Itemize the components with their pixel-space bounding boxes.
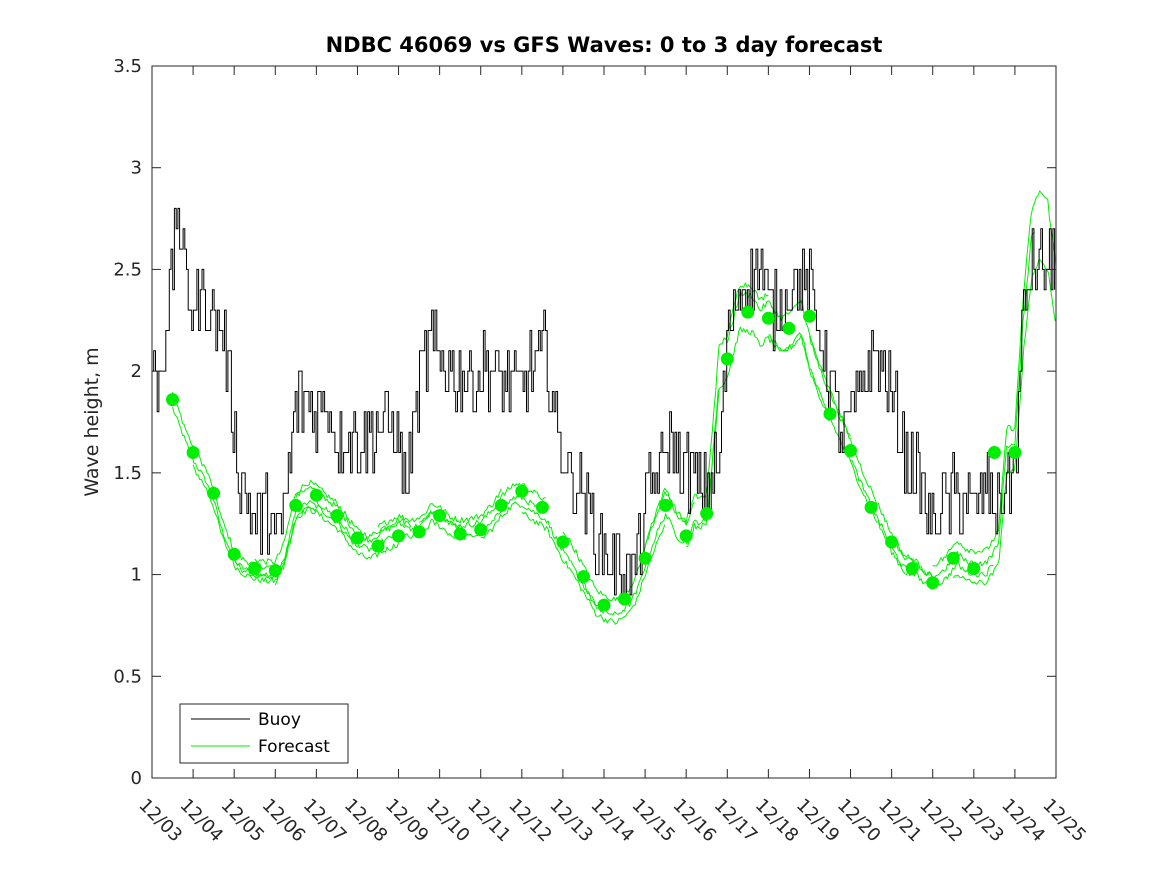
y-axis-label: Wave height, m <box>81 347 103 496</box>
forecast-marker-4 <box>248 562 262 575</box>
forecast-marker-38 <box>946 551 960 565</box>
forecast-marker-3 <box>227 547 241 561</box>
forecast-marker-28 <box>741 305 755 319</box>
forecast-marker-23 <box>638 551 652 565</box>
forecast-run-line-3 <box>233 500 358 580</box>
y-tick-label-0: 0 <box>131 768 142 789</box>
y-tick-label-4: 2 <box>131 361 142 382</box>
forecast-marker-32 <box>823 407 837 421</box>
forecast-run-line-14 <box>644 282 769 546</box>
forecast-marker-34 <box>864 500 878 514</box>
forecast-marker-25 <box>679 529 693 543</box>
forecast-marker-20 <box>577 570 590 584</box>
y-tick-label-1: 0.5 <box>113 666 142 687</box>
forecast-marker-13 <box>433 509 447 523</box>
y-tick-label-5: 2.5 <box>113 259 142 280</box>
forecast-marker-8 <box>330 509 344 523</box>
forecast-marker-0 <box>166 393 179 407</box>
forecast-marker-21 <box>597 598 611 612</box>
forecast-marker-39 <box>967 562 981 575</box>
forecast-marker-12 <box>412 525 426 539</box>
forecast-marker-26 <box>700 507 714 520</box>
forecast-marker-40 <box>987 446 1001 459</box>
y-tick-label-6: 3 <box>131 158 142 179</box>
legend-box <box>179 703 349 764</box>
forecast-marker-41 <box>1008 446 1022 459</box>
forecast-run-line-11 <box>521 511 666 625</box>
legend-label-buoy: Buoy <box>258 710 301 730</box>
forecast-marker-16 <box>494 498 508 512</box>
forecast-marker-17 <box>515 484 529 498</box>
y-tick-label-3: 1.5 <box>113 463 142 484</box>
forecast-marker-29 <box>761 311 775 325</box>
forecast-marker-18 <box>535 500 549 514</box>
forecast-marker-24 <box>659 498 673 512</box>
forecast-run-line-4 <box>254 479 412 565</box>
forecast-run-line-15 <box>686 326 830 548</box>
forecast-run-line-8 <box>377 488 502 528</box>
forecast-marker-35 <box>885 535 899 549</box>
forecast-marker-2 <box>207 486 221 500</box>
forecast-marker-19 <box>556 535 570 549</box>
forecast-marker-27 <box>720 352 734 366</box>
legend: Buoy Forecast <box>179 703 349 764</box>
series-layer <box>152 190 1057 625</box>
y-tick-label-2: 1 <box>131 565 142 586</box>
forecast-marker-6 <box>289 498 303 512</box>
forecast-marker-1 <box>186 446 200 459</box>
forecast-marker-22 <box>618 592 631 606</box>
forecast-marker-11 <box>392 529 405 543</box>
forecast-marker-30 <box>782 321 796 335</box>
forecast-marker-7 <box>309 488 323 502</box>
forecast-marker-15 <box>474 523 488 537</box>
chart-title: NDBC 46069 vs GFS Waves: 0 to 3 day fore… <box>326 33 883 57</box>
forecast-marker-31 <box>803 309 816 323</box>
forecast-marker-37 <box>926 576 940 590</box>
forecast-run-line-10 <box>480 501 605 614</box>
forecast-run-line-5 <box>274 505 399 586</box>
legend-label-forecast: Forecast <box>258 737 330 757</box>
forecast-marker-33 <box>844 444 857 457</box>
y-tick-label-7: 3.5 <box>113 56 142 77</box>
forecast-marker-9 <box>351 531 364 545</box>
forecast-run-line-21 <box>932 190 1057 567</box>
buoy-series-line <box>152 207 1056 596</box>
forecast-run-line-12 <box>562 491 695 602</box>
forecast-run-line-19 <box>850 459 994 590</box>
forecast-marker-5 <box>268 564 282 577</box>
forecast-marker-36 <box>905 562 919 575</box>
forecast-marker-14 <box>453 527 467 541</box>
forecast-marker-10 <box>371 539 385 553</box>
forecast-run-line-6 <box>295 486 461 543</box>
